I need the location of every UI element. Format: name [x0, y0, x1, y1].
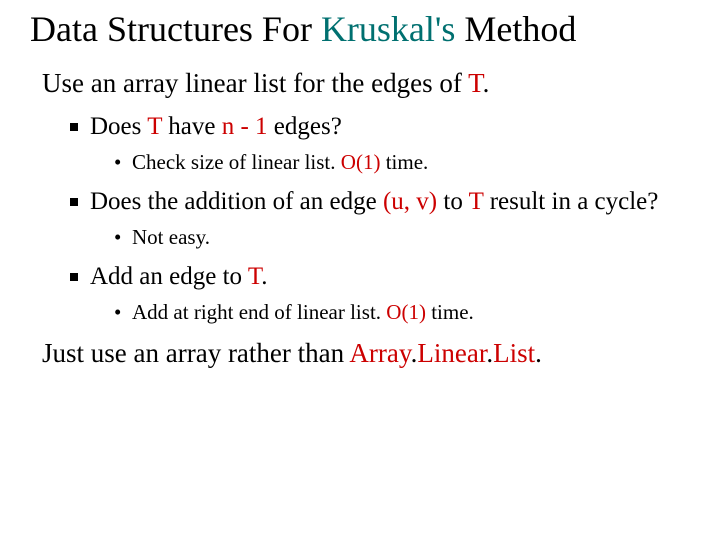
square-bullet-icon	[70, 273, 78, 281]
bullet-3-sub: • Add at right end of linear list. O(1) …	[42, 300, 690, 324]
b1s-b: O(1)	[341, 150, 381, 174]
b3-a: Add an edge to	[90, 263, 248, 290]
b1-b: T	[147, 113, 162, 140]
b2s: Not easy.	[132, 225, 210, 249]
bullet-2: Does the addition of an edge (u, v) to T…	[42, 188, 690, 217]
b2-a: Does the addition of an edge	[90, 188, 383, 215]
square-bullet-icon	[70, 123, 78, 131]
b3s-a: Add at right end of linear list.	[132, 300, 386, 324]
dot-bullet-icon: •	[114, 150, 121, 174]
closing-line: Just use an array rather than Array. Line…	[42, 338, 690, 369]
last-a: Just use an array rather than	[42, 338, 349, 368]
dot-bullet-icon: •	[114, 300, 121, 324]
last-d: Linear	[417, 338, 486, 368]
b3s-c: time.	[426, 300, 474, 324]
slide: Data Structures For Kruskal's Method Use…	[0, 0, 720, 540]
b1-a: Does	[90, 113, 147, 140]
last-b: Array	[349, 338, 410, 368]
b3s-b: O(1)	[386, 300, 426, 324]
b3-c: .	[261, 263, 267, 290]
title-text-c: Method	[455, 9, 576, 49]
square-bullet-icon	[70, 198, 78, 206]
intro-line: Use an array linear list for the edges o…	[42, 68, 690, 99]
b1s-a: Check size of linear list.	[132, 150, 341, 174]
b1-e: edges?	[268, 113, 342, 140]
bullet-3: Add an edge to T.	[42, 263, 690, 292]
title-text-a: Data Structures For	[30, 9, 321, 49]
b1-c: have	[162, 113, 222, 140]
b2-d: T	[469, 188, 484, 215]
intro-c: .	[483, 68, 490, 98]
b1s-c: time.	[380, 150, 428, 174]
slide-title: Data Structures For Kruskal's Method	[30, 8, 690, 50]
b2-e: result in a cycle?	[483, 188, 658, 215]
last-f: List	[493, 338, 535, 368]
b2-c: to	[437, 188, 469, 215]
b2-b: (u, v)	[383, 188, 437, 215]
b1-d: n - 1	[222, 113, 268, 140]
bullet-1: Does T have n - 1 edges?	[42, 113, 690, 142]
b3-b: T	[248, 263, 261, 290]
bullet-1-sub: • Check size of linear list. O(1) time.	[42, 150, 690, 174]
intro-a: Use an array linear list for the edges o…	[42, 68, 468, 98]
dot-bullet-icon: •	[114, 225, 121, 249]
title-text-b: Kruskal's	[321, 9, 455, 49]
bullet-2-sub: • Not easy.	[42, 225, 690, 249]
last-g: .	[535, 338, 542, 368]
intro-b: T	[468, 68, 483, 98]
slide-body: Use an array linear list for the edges o…	[30, 68, 690, 369]
